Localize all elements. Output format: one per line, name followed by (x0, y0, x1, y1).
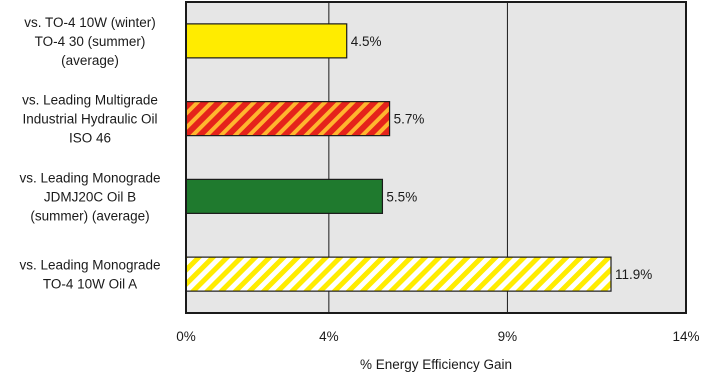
x-tick-label-3: 14% (672, 329, 699, 344)
category-label-2: vs. Leading Monograde JDMJ20C Oil B (summe… (19, 170, 160, 223)
bar-1 (185, 101, 391, 137)
x-axis-title: % Energy Efficiency Gain (360, 357, 512, 372)
category-label-1: vs. Leading Multigrade Industrial Hydraul… (22, 93, 158, 146)
x-tick-label-1: 4% (319, 329, 339, 344)
bar-3 (185, 256, 612, 292)
x-tick-labels: 0% 4% 9% 14% (176, 329, 699, 344)
data-label-0: 4.5% (351, 34, 382, 49)
data-label-3: 11.9% (615, 267, 652, 282)
bar-0 (185, 23, 348, 59)
category-label-0: vs. TO-4 10W (winter) TO-4 30 (summer) (av… (24, 15, 156, 68)
category-labels: vs. TO-4 10W (winter) TO-4 30 (summer) (av… (19, 15, 160, 292)
bar-2 (185, 178, 384, 214)
x-tick-label-0: 0% (176, 329, 196, 344)
data-labels: 4.5% 5.7% 5.5% 11.9% (351, 34, 653, 282)
data-label-2: 5.5% (386, 189, 417, 204)
data-label-1: 5.7% (394, 112, 425, 127)
x-tick-label-2: 9% (498, 329, 518, 344)
plot-frame (185, 1, 687, 314)
category-label-3: vs. Leading Monograde TO-4 10W Oil A (19, 258, 160, 292)
